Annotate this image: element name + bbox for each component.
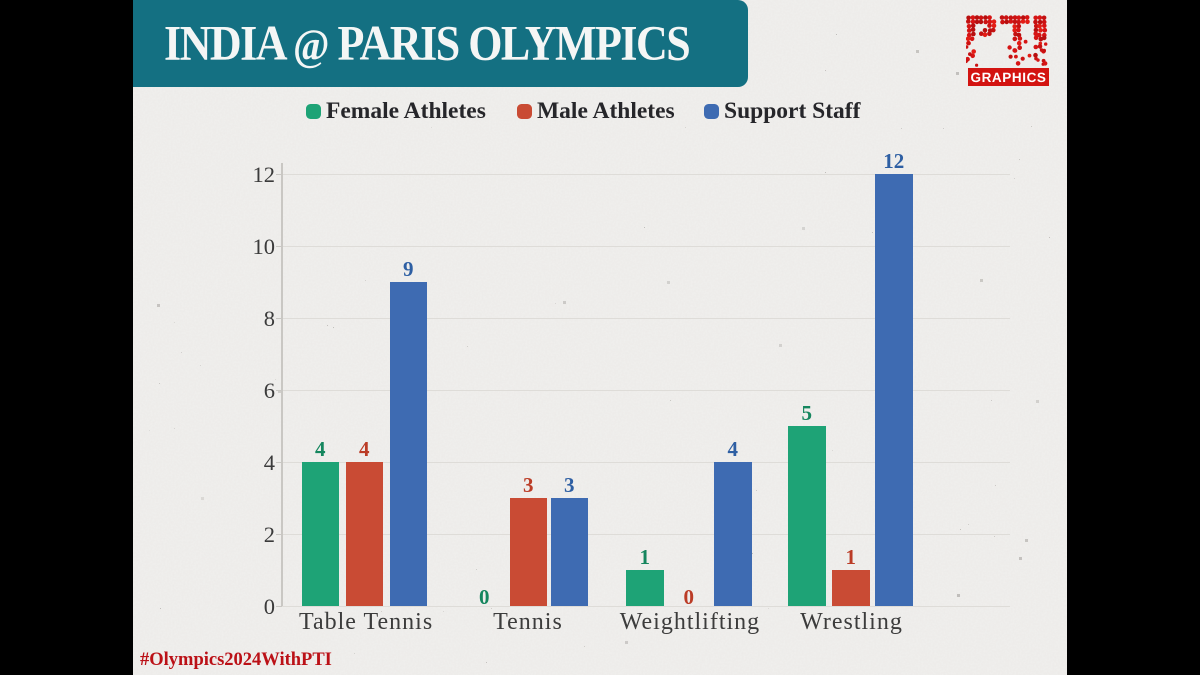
svg-text:GRAPHICS: GRAPHICS	[970, 70, 1046, 85]
